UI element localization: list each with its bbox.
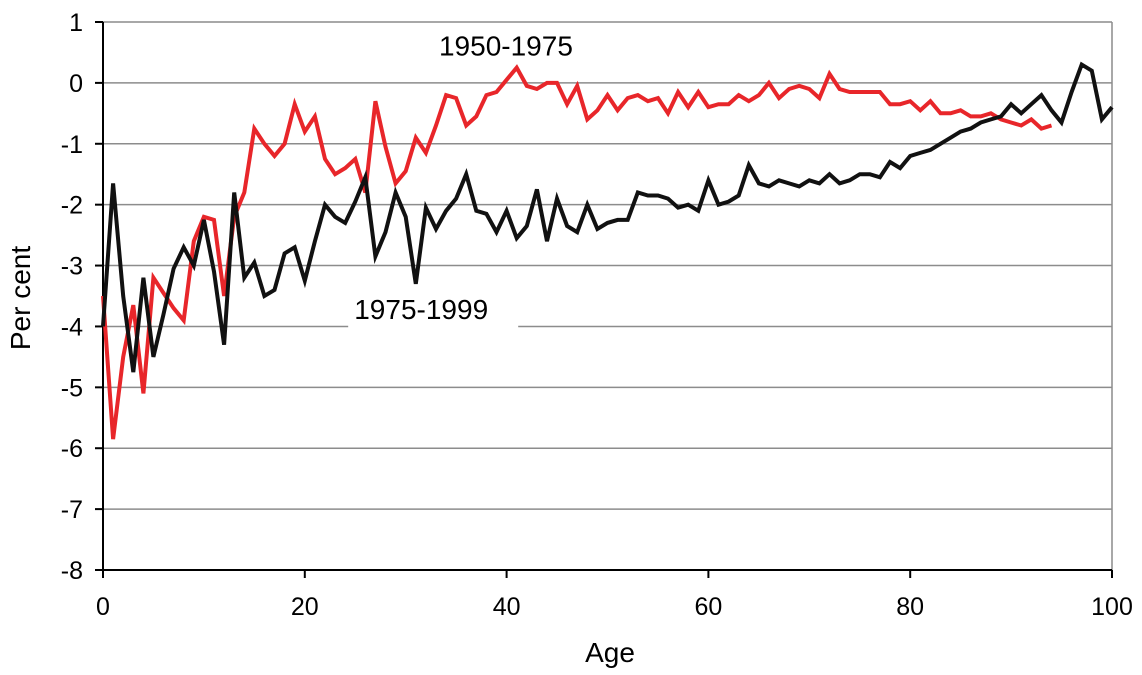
tick-labels: 1 0 -1 -2 -3 -4 -5 -6 -7 -8 0 20 40 60 80 100 xyxy=(61,9,1133,621)
y-tick-label: -2 xyxy=(61,192,83,220)
series-line-1 xyxy=(101,64,1053,440)
x-tick-label: 60 xyxy=(694,593,722,621)
series-label-1975-1999: 1975-1999 xyxy=(354,294,488,325)
y-tick-label: 1 xyxy=(69,9,83,37)
x-tick-label: 0 xyxy=(96,593,110,621)
x-axis-title: Age xyxy=(585,637,635,668)
series-labels: 1950-1975 1975-1999 xyxy=(348,30,573,338)
x-tick-label: 80 xyxy=(896,593,924,621)
x-tick-label: 40 xyxy=(493,593,521,621)
y-tick-label: -4 xyxy=(61,313,83,341)
series-label-1950-1975: 1950-1975 xyxy=(439,30,573,61)
series-lines xyxy=(101,61,1114,440)
y-tick-label: -6 xyxy=(61,435,83,463)
series-label-background xyxy=(348,303,519,338)
y-tick-label: -3 xyxy=(61,253,83,281)
y-tick-label: -7 xyxy=(61,496,83,524)
x-tick-label: 20 xyxy=(291,593,319,621)
y-tick-label: -8 xyxy=(61,557,83,585)
axes xyxy=(95,21,1113,578)
x-tick-label: 100 xyxy=(1091,593,1133,621)
series-line-2 xyxy=(101,61,1114,373)
y-tick-label: -5 xyxy=(61,374,83,402)
y-tick-label: 0 xyxy=(69,70,83,98)
y-tick-label: -1 xyxy=(61,131,83,159)
y-axis-title: Per cent xyxy=(5,246,36,350)
gridlines xyxy=(103,21,1113,570)
